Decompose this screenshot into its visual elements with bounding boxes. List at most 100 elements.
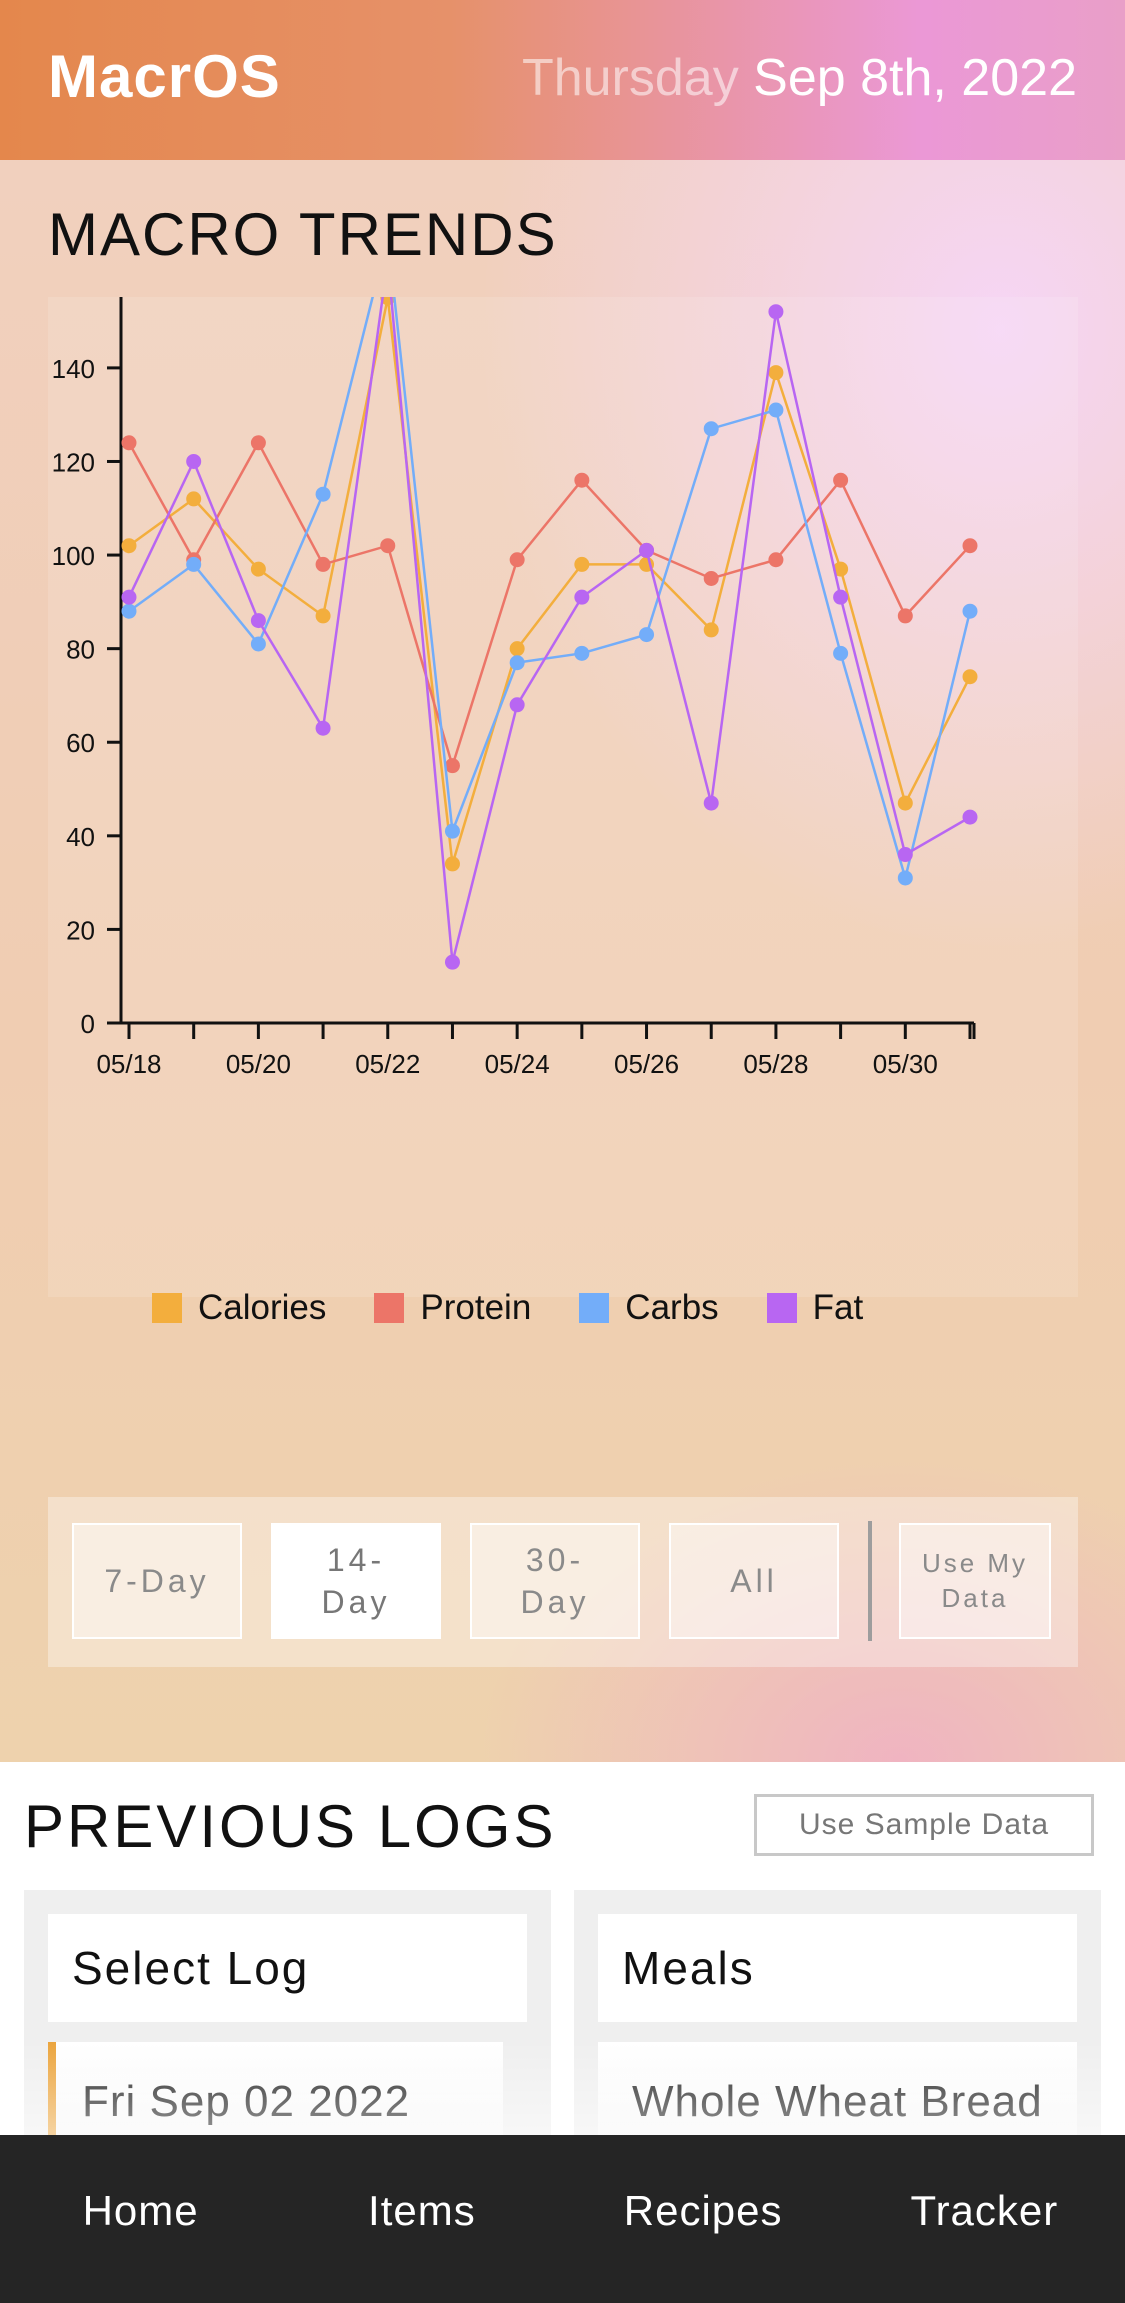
legend-swatch [152,1293,182,1323]
data-point-protein [833,472,849,488]
chart-svg: 02040608010012014016018005/1805/2005/220… [52,297,978,1079]
data-point-calories [768,365,784,381]
data-point-carbs [444,823,460,839]
series-line-carbs [128,297,972,883]
data-point-carbs [962,603,978,619]
data-point-fat [509,697,525,713]
data-point-protein [121,435,137,451]
y-tick-label: 120 [52,447,95,477]
range-7-day-button[interactable]: 7-Day [72,1523,242,1639]
legend-label: Protein [420,1288,532,1327]
data-point-fat [962,809,978,825]
legend-swatch [374,1293,405,1323]
x-tick-label: 05/30 [873,1049,938,1079]
series-line-protein [127,440,971,770]
data-point-calories [962,669,978,685]
data-point-fat [121,589,137,605]
range-divider [868,1521,872,1641]
data-point-carbs [897,870,913,886]
data-point-calories [444,856,460,872]
current-full-date: Sep 8th, 2022 [753,49,1077,107]
legend-swatch [766,1293,797,1323]
x-tick-label: 05/28 [743,1049,808,1079]
nav-items[interactable]: Items [368,2187,476,2234]
legend-item-fat: Fat [766,1288,864,1328]
legend-swatch [579,1293,610,1323]
legend-label: Fat [812,1288,864,1327]
data-point-carbs [768,402,784,418]
data-point-fat [315,720,331,736]
macro-trends-title: MACRO TRENDS [48,201,558,268]
select-log-header: Select Log [48,1914,527,2022]
data-point-protein [444,758,460,774]
data-point-protein [962,538,978,554]
data-point-calories [250,561,266,577]
macro-trends-chart: 02040608010012014016018005/1805/2005/220… [48,297,1078,1297]
y-tick-label: 40 [66,822,95,852]
data-point-protein [380,538,396,554]
y-tick-label: 60 [66,728,95,758]
series-line-fat [127,297,971,963]
data-point-protein [250,435,266,451]
macro-trends-section: MACRO TRENDS 02040608010012014016018005/… [0,160,1125,1762]
data-point-calories [509,641,525,657]
data-point-carbs [315,486,331,502]
data-point-calories [703,622,719,638]
data-point-carbs [703,421,719,437]
data-point-protein [574,472,590,488]
data-point-protein [315,556,331,572]
app-header: MacrOS Thursday Sep 8th, 2022 [0,0,1125,160]
data-point-calories [315,608,331,624]
bottom-nav: Home Items Recipes Tracker [0,2135,1125,2303]
x-tick-label: 05/26 [614,1049,679,1079]
data-point-fat [703,795,719,811]
data-point-fat [639,542,655,558]
data-point-carbs [250,636,266,652]
range-14-day-button[interactable]: 14-Day [271,1523,441,1639]
data-point-fat [768,304,784,320]
range-all-button[interactable]: All [669,1523,839,1639]
series-line-calories [128,297,972,865]
chart-legend: Calories Protein Carbs Fat [152,1288,881,1328]
data-point-fat [186,453,202,469]
legend-label: Carbs [625,1288,719,1327]
use-sample-data-button[interactable]: Use Sample Data [754,1794,1094,1856]
y-tick-label: 0 [81,1009,95,1039]
data-point-protein [897,608,913,624]
legend-item-calories: Calories [152,1288,326,1328]
previous-logs-title: PREVIOUS LOGS [24,1793,557,1860]
data-point-fat [444,954,460,970]
data-point-carbs [639,627,655,643]
x-tick-label: 05/20 [226,1049,291,1079]
data-point-calories [833,561,849,577]
data-point-fat [833,589,849,605]
data-point-carbs [121,603,137,619]
data-point-calories [574,556,590,572]
data-point-carbs [186,556,202,572]
x-tick-label: 05/24 [485,1049,550,1079]
meals-header: Meals [598,1914,1077,2022]
data-point-protein [768,552,784,568]
data-point-calories [897,795,913,811]
data-point-fat [250,613,266,629]
y-tick-label: 20 [66,915,95,945]
use-my-data-button[interactable]: Use My Data [899,1523,1051,1639]
x-tick-label: 05/22 [355,1049,420,1079]
y-tick-label: 140 [52,354,95,384]
app-title: MacrOS [48,43,281,110]
data-point-carbs [574,645,590,661]
nav-tracker[interactable]: Tracker [910,2187,1059,2234]
data-point-fat [897,847,913,863]
legend-item-protein: Protein [374,1288,531,1328]
data-point-calories [121,538,137,554]
data-point-carbs [833,645,849,661]
data-point-fat [574,589,590,605]
legend-item-carbs: Carbs [579,1288,719,1328]
data-point-carbs [509,655,525,671]
nav-home[interactable]: Home [82,2187,199,2234]
range-30-day-button[interactable]: 30-Day [470,1523,640,1639]
nav-recipes[interactable]: Recipes [623,2187,783,2234]
data-point-calories [186,491,202,507]
data-point-protein [509,552,525,568]
x-tick-label: 05/18 [96,1049,161,1079]
